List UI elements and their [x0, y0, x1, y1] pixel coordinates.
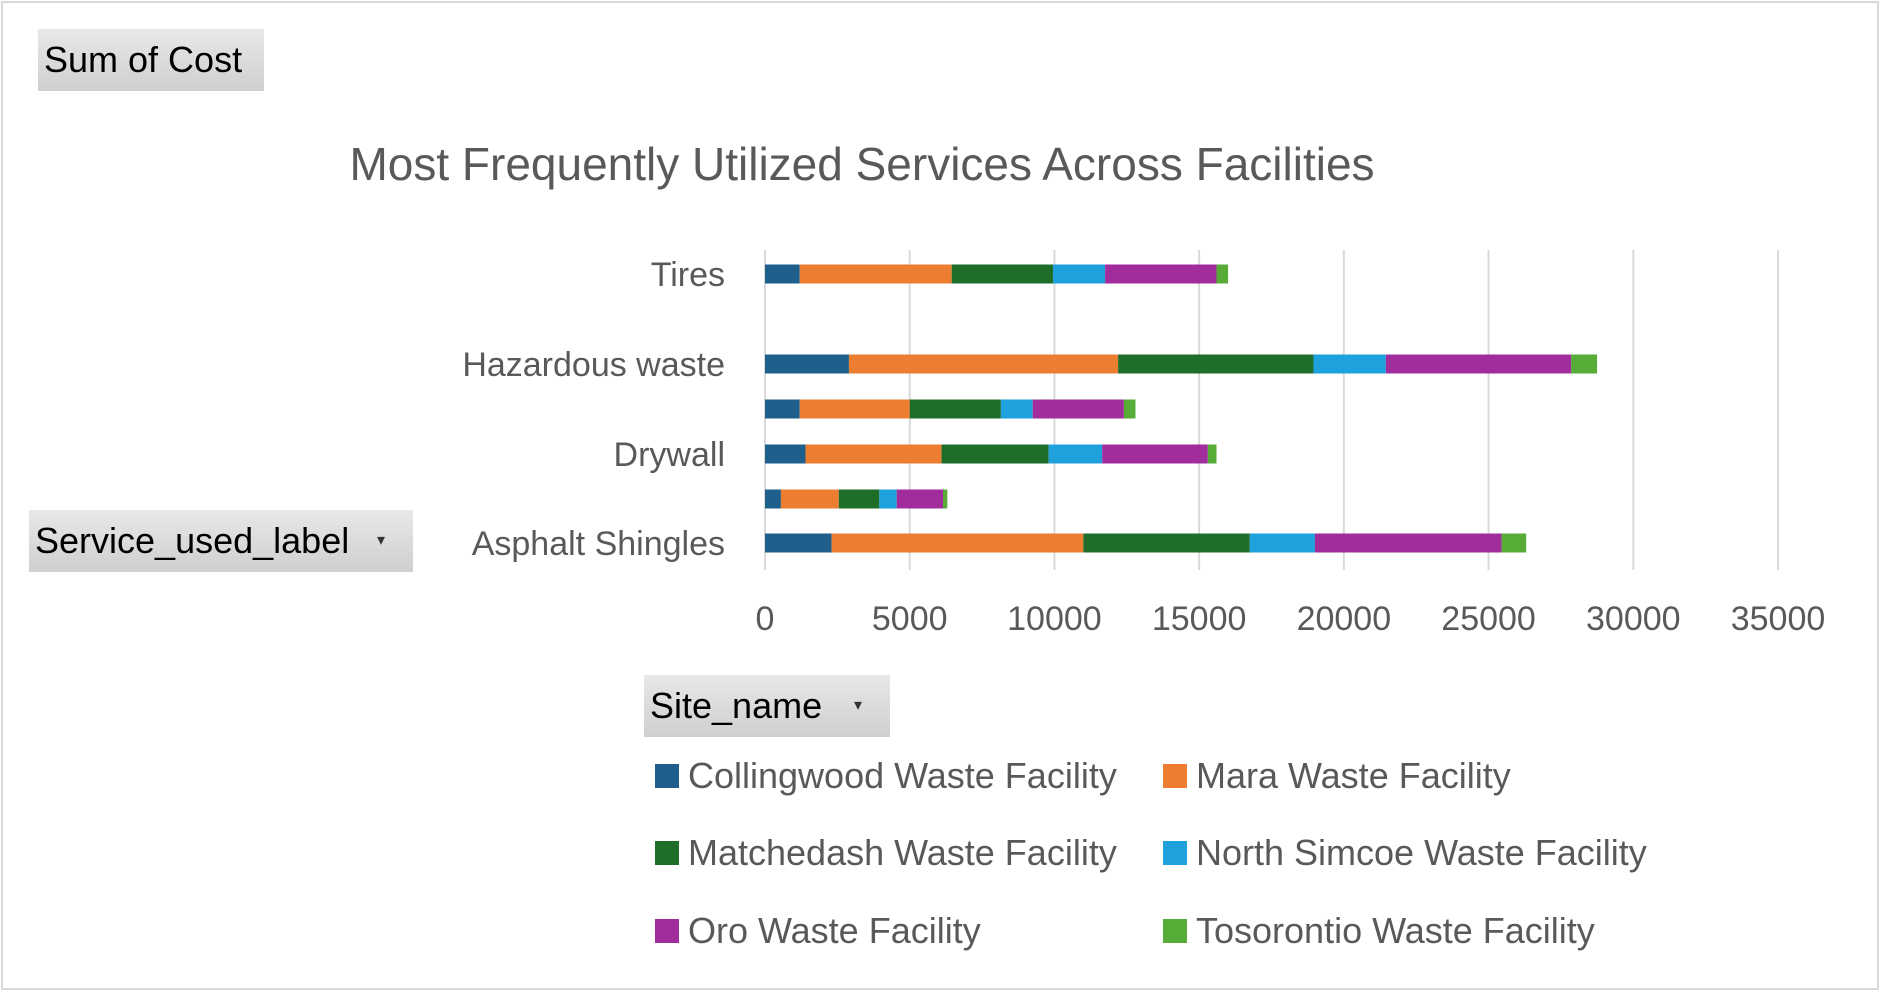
- category-label: Tires: [651, 256, 725, 294]
- x-tick-label: 5000: [872, 600, 948, 638]
- bar-segment[interactable]: [1249, 533, 1315, 553]
- service-used-label-field-button[interactable]: Service_used_label ▾: [29, 510, 413, 572]
- value-axis: 0 5000 10000 15000 20000 25000 30000 35000: [756, 600, 1826, 638]
- bar-segment[interactable]: [1032, 399, 1124, 419]
- bar-segment[interactable]: [951, 264, 1053, 284]
- chevron-down-icon[interactable]: ▾: [854, 697, 863, 714]
- category-axis: Tires Hazardous waste Drywall Asphalt Shing…: [462, 256, 725, 563]
- bar-segment[interactable]: [879, 489, 897, 509]
- bar-segment[interactable]: [1501, 533, 1527, 553]
- sum-of-cost-field-button[interactable]: Sum of Cost: [38, 29, 264, 91]
- bar-segment[interactable]: [1083, 533, 1250, 553]
- bar-segment[interactable]: [765, 489, 781, 509]
- bar-segment[interactable]: [838, 489, 880, 509]
- x-tick-label: 25000: [1441, 600, 1536, 638]
- legend-swatch: [1163, 919, 1187, 943]
- category-label: Asphalt Shingles: [472, 525, 725, 563]
- legend-entry[interactable]: Mara Waste Facility: [1196, 755, 1511, 796]
- bar-segment[interactable]: [896, 489, 943, 509]
- gridlines: [764, 250, 1779, 570]
- site-name-label: Site_name: [650, 685, 823, 726]
- site-name-field-button[interactable]: Site_name ▾: [644, 675, 890, 737]
- legend-entry[interactable]: North Simcoe Waste Facility: [1196, 832, 1647, 873]
- bar-segment[interactable]: [1571, 354, 1598, 374]
- bar-segment[interactable]: [1048, 444, 1103, 464]
- bar-segment[interactable]: [765, 264, 800, 284]
- category-label: Drywall: [614, 436, 725, 474]
- bar-segment[interactable]: [848, 354, 1119, 374]
- bar-segment[interactable]: [1313, 354, 1386, 374]
- bar-segment[interactable]: [765, 354, 849, 374]
- bar-segment[interactable]: [1000, 399, 1033, 419]
- legend-entry[interactable]: Collingwood Waste Facility: [688, 755, 1117, 796]
- bar-segment[interactable]: [1118, 354, 1314, 374]
- bar-segment[interactable]: [1052, 264, 1106, 284]
- bar-series: [765, 264, 1598, 553]
- x-tick-label: 20000: [1297, 600, 1392, 638]
- bar-segment[interactable]: [941, 444, 1049, 464]
- bar-segment[interactable]: [1385, 354, 1572, 374]
- bar-segment[interactable]: [942, 489, 948, 509]
- bar-segment[interactable]: [1207, 444, 1217, 464]
- x-tick-label: 0: [756, 600, 775, 638]
- sum-of-cost-label: Sum of Cost: [44, 39, 243, 80]
- bar-segment[interactable]: [1105, 264, 1217, 284]
- bar-segment[interactable]: [765, 533, 832, 553]
- bar-segment[interactable]: [1102, 444, 1208, 464]
- legend-swatch: [655, 919, 679, 943]
- bar-segment[interactable]: [780, 489, 839, 509]
- legend-swatch: [655, 764, 679, 788]
- bar-segment[interactable]: [909, 399, 1001, 419]
- chart-title: Most Frequently Utilized Services Across…: [349, 138, 1374, 190]
- bar-segment[interactable]: [831, 533, 1084, 553]
- legend-swatch: [655, 841, 679, 865]
- bar-segment[interactable]: [1314, 533, 1502, 553]
- category-label: Hazardous waste: [462, 346, 725, 384]
- bar-segment[interactable]: [805, 444, 942, 464]
- legend: Collingwood Waste Facility Mara Waste Fac…: [655, 755, 1647, 951]
- legend-swatch: [1163, 764, 1187, 788]
- bar-segment[interactable]: [799, 264, 952, 284]
- x-tick-label: 10000: [1007, 600, 1102, 638]
- x-tick-label: 30000: [1586, 600, 1681, 638]
- bar-segment[interactable]: [799, 399, 910, 419]
- legend-entry[interactable]: Oro Waste Facility: [688, 910, 981, 951]
- bar-segment[interactable]: [765, 444, 806, 464]
- bar-segment[interactable]: [1123, 399, 1136, 419]
- legend-entry[interactable]: Matchedash Waste Facility: [688, 832, 1117, 873]
- bar-segment[interactable]: [1216, 264, 1229, 284]
- legend-swatch: [1163, 841, 1187, 865]
- x-tick-label: 15000: [1152, 600, 1247, 638]
- bar-segment[interactable]: [765, 399, 800, 419]
- chevron-down-icon[interactable]: ▾: [377, 532, 386, 549]
- service-used-label-text: Service_used_label: [35, 520, 350, 561]
- legend-entry[interactable]: Tosorontio Waste Facility: [1196, 910, 1595, 951]
- x-tick-label: 35000: [1731, 600, 1826, 638]
